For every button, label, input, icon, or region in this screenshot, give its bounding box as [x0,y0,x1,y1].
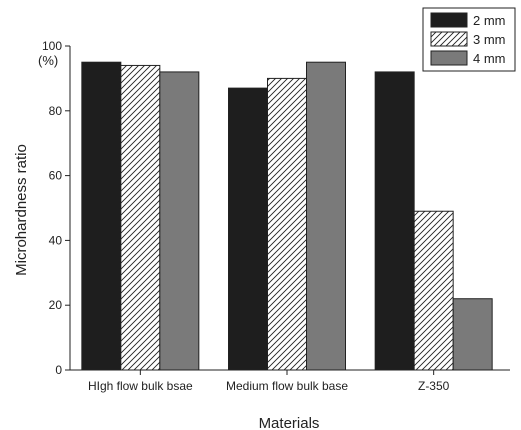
bar-4-mm-3 [452,298,493,371]
bar-3-mm-1 [120,64,161,371]
legend-label-2: 3 mm [473,32,506,47]
legend-swatch-2 [430,31,468,47]
x-axis-ticks: HIgh flow bulk bsae Medium flow bulk base… [88,370,450,393]
y-axis-ticks: 0 20 40 60 80 100 [42,39,70,377]
legend-swatch-3 [430,50,468,66]
x-axis-title: Materials [259,415,320,430]
legend: 2 mm 3 mm 4 mm [422,7,516,72]
x-tick-label: HIgh flow bulk bsae [88,379,193,393]
legend-swatch-1 [430,12,468,28]
bar-3-mm-2 [267,77,307,371]
y-tick-label: 20 [49,298,63,312]
y-tick-label: 0 [55,363,62,377]
bar-2-mm-2 [228,87,268,371]
x-tick-label: Z-350 [418,379,450,393]
y-tick-label: 60 [49,169,63,183]
y-tick-label: 40 [49,233,63,247]
bar-4-mm-2 [306,61,346,371]
legend-label-1: 2 mm [473,13,506,28]
y-unit-label: (%) [38,53,58,68]
y-tick-label: 80 [49,104,63,118]
bar-2-mm-3 [374,71,415,371]
y-tick-label: 100 [42,39,62,53]
y-axis-title: Microhardness ratio [13,144,30,276]
bar-3-mm-3 [413,210,454,371]
bar-4-mm-1 [159,71,200,371]
bars-group [81,61,493,371]
bar-2-mm-1 [81,61,122,371]
x-tick-label: Medium flow bulk base [226,379,348,393]
legend-label-3: 4 mm [473,51,506,66]
